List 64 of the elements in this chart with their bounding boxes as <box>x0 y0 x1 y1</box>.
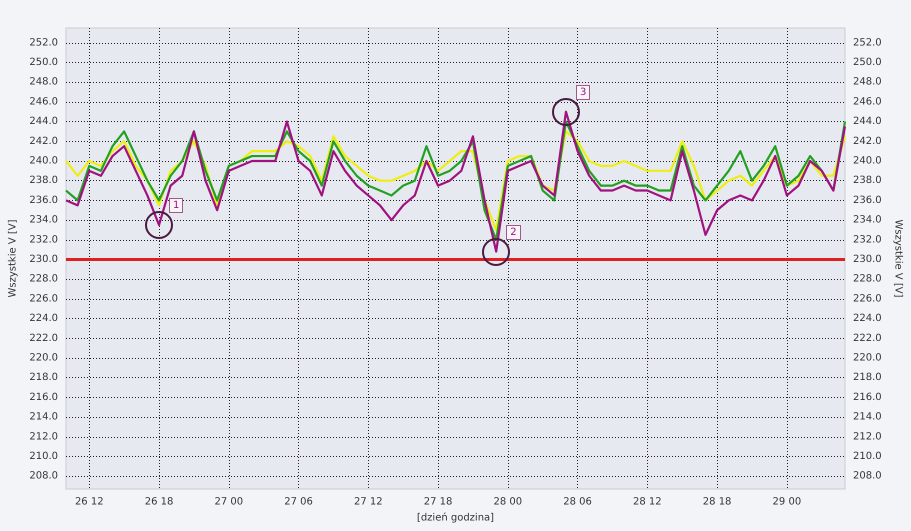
y-tick-label: 218.0 <box>29 372 58 384</box>
y-tick-label: 244.0 <box>29 116 58 128</box>
y-tick-label: 208.0 <box>29 470 58 482</box>
y-tick-label: 226.0 <box>29 293 58 304</box>
y-tick-label: 224.0 <box>29 313 58 324</box>
y2-tick-label: 228.0 <box>853 274 882 285</box>
y-tick-label: 246.0 <box>29 96 58 108</box>
annotation: 3 <box>576 84 590 100</box>
y2-tick-label: 246.0 <box>853 96 882 108</box>
y-tick-label: 230.0 <box>29 254 58 265</box>
x-tick-label: 26 12 <box>74 496 104 508</box>
y-tick-label: 216.0 <box>29 392 58 403</box>
y2-tick-label: 210.0 <box>853 450 882 462</box>
y2-tick-label: 222.0 <box>853 332 882 344</box>
y-tick-label: 210.0 <box>29 450 58 462</box>
y-tick-label: 240.0 <box>29 155 58 166</box>
annotation: 1 <box>169 198 184 213</box>
y2-tick-label: 234.0 <box>853 214 882 226</box>
y2-tick-label: 230.0 <box>853 254 882 265</box>
x-tick-label: 27 18 <box>424 496 452 508</box>
y2-tick-label: 252.0 <box>853 37 882 48</box>
y2-tick-label: 224.0 <box>853 313 882 324</box>
y-tick-label: 248.0 <box>29 76 58 88</box>
y-tick-label: 252.0 <box>29 37 58 48</box>
x-tick-label: 26 18 <box>144 496 174 508</box>
y2-tick-label: 208.0 <box>853 470 882 482</box>
y2-tick-label: 236.0 <box>853 194 882 206</box>
y2-tick-label: 240.0 <box>853 155 882 166</box>
y-tick-label: 220.0 <box>29 352 58 364</box>
y-tick-label: 236.0 <box>29 194 58 206</box>
y2-tick-label: 218.0 <box>853 372 882 384</box>
y2-tick-label: 212.0 <box>853 431 882 442</box>
y2-tick-label: 232.0 <box>853 234 882 246</box>
y-tick-label: 250.0 <box>29 56 58 68</box>
y-tick-label: 232.0 <box>29 234 58 246</box>
y2-tick-label: 248.0 <box>853 76 882 88</box>
x-tick-label: 29 00 <box>772 496 802 508</box>
y-tick-label: 242.0 <box>29 136 58 147</box>
x-tick-label: 27 00 <box>214 496 244 508</box>
y-tick-label: 238.0 <box>29 175 58 186</box>
y-tick-label: 228.0 <box>29 274 58 285</box>
y2-tick-label: 220.0 <box>853 352 882 364</box>
x-tick-label: 28 06 <box>563 496 592 508</box>
y2-tick-label: 214.0 <box>853 412 882 423</box>
y-axis-title: Wszystkie V [V] <box>8 219 18 298</box>
line-series <box>64 120 846 241</box>
y2-tick-label: 250.0 <box>853 56 882 68</box>
x-tick-label: 27 06 <box>284 496 313 508</box>
y2-tick-label: 226.0 <box>853 293 882 304</box>
y-tick-label: 234.0 <box>29 214 58 226</box>
y2-axis-title: Wszystkie V [V] <box>892 220 904 298</box>
x-tick-label: 28 00 <box>494 496 522 508</box>
y-tick-label: 222.0 <box>29 332 58 344</box>
y2-tick-label: 238.0 <box>853 175 882 186</box>
y2-tick-label: 244.0 <box>853 116 882 128</box>
x-tick-label: 28 18 <box>702 496 732 508</box>
annotation: 2 <box>506 224 521 240</box>
y-tick-label: 212.0 <box>29 431 58 442</box>
y2-tick-label: 242.0 <box>853 136 882 147</box>
x-axis-title: [dzień godzina] <box>416 512 494 524</box>
x-tick-label: 28 12 <box>633 496 662 508</box>
y2-tick-label: 216.0 <box>853 392 882 403</box>
x-tick-label: 27 12 <box>354 496 383 508</box>
y-tick-label: 214.0 <box>29 412 58 423</box>
